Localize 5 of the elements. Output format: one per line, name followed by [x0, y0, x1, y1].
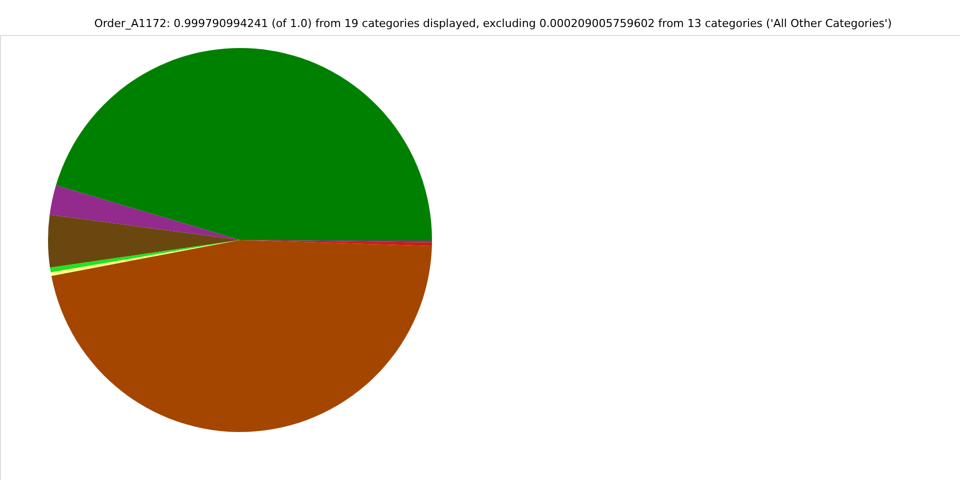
text: Order_A1172: 0.999790994241 (of 1.0) from 19 categories displayed, excluding 0.000209005759602 from 13 categories ('All Other Categories') — [94, 17, 892, 30]
pie-slice — [50, 185, 240, 240]
pie-slice — [56, 48, 432, 240]
pie-slice — [51, 240, 432, 432]
pie-slice — [48, 214, 240, 268]
